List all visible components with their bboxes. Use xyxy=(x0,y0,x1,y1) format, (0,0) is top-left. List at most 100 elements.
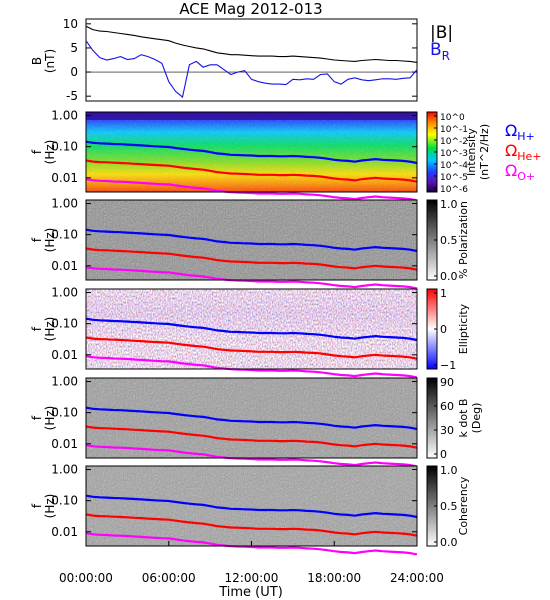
intensity-colorbar-label-units: (nT^2/Hz) xyxy=(478,124,491,180)
ellipticity-colorbar-tick-label: 0 xyxy=(440,323,447,336)
legend-br-main: B xyxy=(430,40,442,60)
kdotb-ylabel-units: (Hz) xyxy=(43,406,57,431)
intensity-frame xyxy=(85,111,418,193)
kdotb-colorbar-label-units: (Deg) xyxy=(470,403,483,434)
gyro-he-line xyxy=(85,247,418,271)
gyro-he-line xyxy=(85,425,418,449)
coherency-colorbar-tick-label: 1.0 xyxy=(440,464,458,477)
gyro-legend-symbol: Ω xyxy=(505,141,517,160)
freq-y-tick-label: 0.01 xyxy=(51,525,78,539)
freq-y-tick-label: 0.01 xyxy=(51,437,78,451)
ellipticity-ylabel-units: (Hz) xyxy=(43,317,57,342)
kdotb-colorbar-label: k dot B xyxy=(457,399,470,438)
kdotb-colorbar-tick-label: 0 xyxy=(440,448,447,461)
intensity-colorbar-tick-label: 10^-3 xyxy=(440,149,468,159)
intensity-colorbar-tick-label: 10^-5 xyxy=(440,173,468,183)
intensity-colorbar-tick-label: 10^0 xyxy=(440,113,465,123)
gyro-h-line xyxy=(85,317,418,342)
gyro-h-line xyxy=(85,406,418,431)
polarization-texture xyxy=(86,200,417,280)
kdotb-panel: 1.00 0.10 0.01 f (Hz) 90 60 30 0 k dot B (Deg) xyxy=(30,375,483,468)
ellipticity-frame xyxy=(85,288,418,370)
gyro-h-line xyxy=(85,494,418,519)
freq-y-tick-label: 1.00 xyxy=(51,375,78,389)
freq-y-tick-label: 0.10 xyxy=(51,228,78,242)
coherency-texture xyxy=(86,466,417,546)
br-series-line xyxy=(85,40,418,99)
btot-series-line xyxy=(85,25,418,63)
frequency-panels: 1.000.100.01f (Hz)10^010^-110^-210^-310^-… xyxy=(30,109,542,556)
kdotb-frame xyxy=(85,377,418,459)
intensity-texture xyxy=(86,112,417,192)
freq-y-tick-label: 1.00 xyxy=(51,109,78,123)
freq-y-tick-label: 1.00 xyxy=(51,197,78,211)
polarization-colorbar-tick-label: 0.5 xyxy=(440,234,458,247)
coherency-ylabel: f xyxy=(30,503,44,508)
gyro-he-line xyxy=(85,159,418,183)
intensity-ylabel-units: (Hz) xyxy=(43,140,57,165)
polarization-colorbar-tick-label: 0.0 xyxy=(440,270,458,283)
coherency-colorbar-label: Coherency xyxy=(457,476,470,535)
legend-br: BR xyxy=(430,40,450,63)
freq-y-tick-label: 1.00 xyxy=(51,463,78,477)
coherency-ylabel-units: (Hz) xyxy=(43,494,57,519)
gyro-legend-sub: H+ xyxy=(517,130,535,143)
time-tick-label: 24:00:00 xyxy=(390,571,444,585)
time-tick-label: 00:00:00 xyxy=(59,571,113,585)
kdotb-texture xyxy=(86,378,417,458)
intensity-colorbar-tick-label: 10^-4 xyxy=(440,161,468,171)
field-y-tick-label: -5 xyxy=(66,89,78,103)
gyro-o-line xyxy=(85,444,418,468)
gyro-legend-sub: He+ xyxy=(517,150,541,163)
freq-y-tick-label: 0.01 xyxy=(51,171,78,185)
gyro-legend-sub: O+ xyxy=(517,170,535,183)
legend-br-sub: R xyxy=(442,49,450,63)
intensity-top-band xyxy=(86,112,417,120)
kdotb-colorbar-tick-label: 90 xyxy=(440,376,454,389)
time-tick-label: 18:00:00 xyxy=(307,571,361,585)
intensity-colorbar-tick-label: 10^-1 xyxy=(440,125,468,135)
gyro-o-line xyxy=(85,532,418,556)
gyro-legend-H+: ΩH+ xyxy=(505,121,535,143)
gyro-o-line xyxy=(85,178,418,202)
kdotb-colorbar-tick-label: 60 xyxy=(440,400,454,413)
ellipticity-colorbar-tick-label: 1 xyxy=(440,287,447,300)
polarization-ylabel-units: (Hz) xyxy=(43,228,57,253)
gyro-legend-O+: ΩO+ xyxy=(505,161,535,183)
freq-y-tick-label: 0.10 xyxy=(51,406,78,420)
gyro-h-line xyxy=(85,228,418,253)
time-tick-label: 06:00:00 xyxy=(142,571,196,585)
field-y-tick-label: 5 xyxy=(70,41,78,55)
ellipticity-texture xyxy=(86,289,417,369)
coherency-colorbar-tick-label: 0.5 xyxy=(440,500,458,513)
time-tick-label: 12:00:00 xyxy=(225,571,279,585)
legend-btot: |B| xyxy=(430,23,453,43)
freq-y-tick-label: 0.01 xyxy=(51,259,78,273)
freq-y-tick-label: 0.10 xyxy=(51,317,78,331)
field-ylabel: B xyxy=(30,57,44,65)
kdotb-colorbar xyxy=(426,377,438,459)
intensity-panel: 1.00 0.10 0.01 f (Hz) 10^0 10^-1 10^-2 10^-3 10^-… xyxy=(30,109,542,202)
gyro-he-line xyxy=(85,513,418,537)
polarization-ylabel: f xyxy=(30,237,44,242)
kdotb-colorbar-tick-label: 30 xyxy=(440,424,454,437)
gyro-o-line xyxy=(85,266,418,290)
field-y-tick-label: 0 xyxy=(70,65,78,79)
intensity-colorbar-tick-label: 10^-6 xyxy=(440,185,468,195)
ellipticity-colorbar-label: Ellipticity xyxy=(457,303,470,354)
freq-y-tick-label: 1.00 xyxy=(51,286,78,300)
freq-y-tick-label: 0.01 xyxy=(51,348,78,362)
gyro-legend-symbol: Ω xyxy=(505,121,517,140)
field-y-tick-label: 10 xyxy=(63,17,78,31)
gyro-legend-symbol: Ω xyxy=(505,161,517,180)
polarization-colorbar-tick-label: 1.0 xyxy=(440,198,458,211)
intensity-colorbar-label: Intensity xyxy=(465,128,478,176)
kdotb-ylabel: f xyxy=(30,415,44,420)
gyro-h-line xyxy=(85,140,418,165)
gyro-o-line xyxy=(85,355,418,379)
polarization-frame xyxy=(85,199,418,281)
